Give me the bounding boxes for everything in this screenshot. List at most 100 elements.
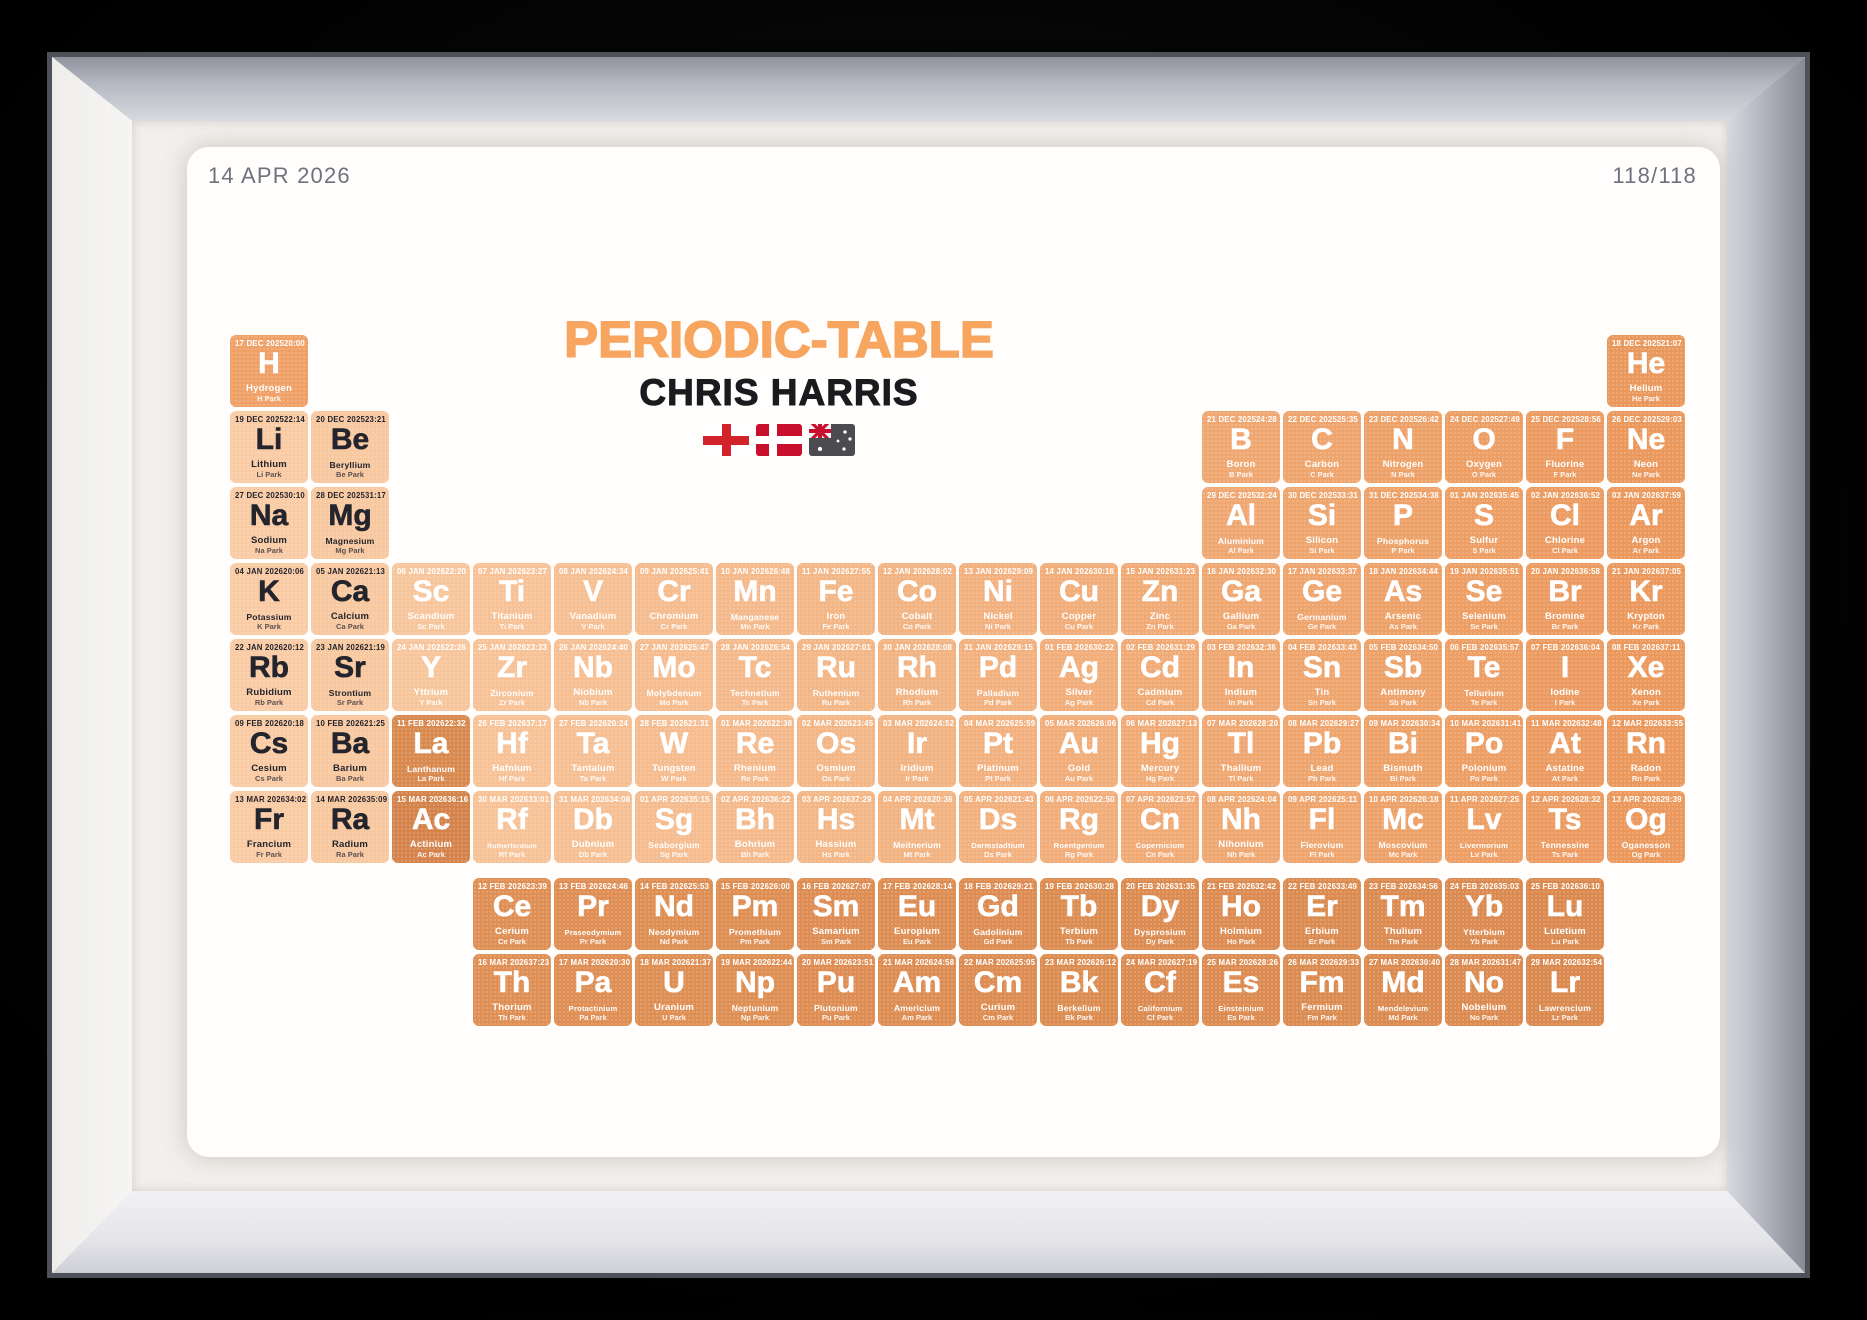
element-name: Hassium <box>815 839 857 850</box>
element-time: 27:19 <box>1176 958 1198 967</box>
element-datebar: 06 JAN 2026 22:20 <box>397 567 466 576</box>
element-symbol: Mt <box>899 803 935 836</box>
element-date: 20 DEC 2025 <box>316 415 366 424</box>
element-name: Titanium <box>491 611 533 622</box>
element-name: Europium <box>894 926 940 937</box>
element-time: 36:16 <box>447 795 469 804</box>
element-datebar: 16 MAR 2026 37:23 <box>478 958 549 967</box>
element-cell-nd: 14 FEB 2026 25:53 Nd Neodymium Nd Park <box>635 878 713 950</box>
element-cell-sm: 16 FEB 2026 27:07 Sm Samarium Sm Park <box>797 878 875 950</box>
element-symbol: H <box>258 347 280 380</box>
element-date: 16 JAN 2026 <box>1207 567 1256 576</box>
element-name: Silver <box>1065 687 1093 698</box>
element-datebar: 24 JAN 2026 22:26 <box>397 643 466 652</box>
element-cell-ts: 12 APR 2026 28:32 Ts Tennessine Ts Park <box>1526 791 1604 863</box>
element-name: Helium <box>1629 383 1663 394</box>
element-datebar: 07 APR 2026 23:57 <box>1126 795 1195 804</box>
element-symbol: Hf <box>496 727 528 760</box>
element-symbol: Al <box>1226 499 1257 532</box>
element-name: Copper <box>1061 611 1097 622</box>
element-cell-db: 31 MAR 2026 34:08 Db Dubnium Db Park <box>554 791 632 863</box>
element-park: Ir Park <box>905 774 929 783</box>
element-date: 13 APR 2026 <box>1612 795 1661 804</box>
element-symbol: Yb <box>1464 890 1504 923</box>
element-park: Ru Park <box>821 698 851 707</box>
element-date: 25 FEB 2026 <box>1531 882 1580 891</box>
element-time: 24:28 <box>1256 415 1277 424</box>
element-name: Tellurium <box>1464 688 1504 698</box>
element-symbol: Db <box>573 803 614 836</box>
element-cell-os: 02 MAR 2026 23:45 Os Osmium Os Park <box>797 715 875 787</box>
element-datebar: 11 MAR 2026 32:48 <box>1531 719 1602 728</box>
element-date: 21 JAN 2026 <box>1612 567 1661 576</box>
element-time: 36:52 <box>1579 491 1601 500</box>
poster-owner-name: CHRIS HARRIS <box>639 372 919 413</box>
element-symbol: Fe <box>818 575 854 608</box>
element-park: Po Park <box>1470 774 1498 783</box>
element-datebar: 19 JAN 2026 35:51 <box>1450 567 1519 576</box>
element-cell-te: 06 FEB 2026 35:57 Te Tellurium Te Park <box>1445 639 1523 711</box>
element-name: Zirconium <box>490 688 534 698</box>
element-time: 26:00 <box>769 882 791 891</box>
element-datebar: 11 APR 2026 27:25 <box>1450 795 1519 804</box>
element-time: 29:39 <box>1660 795 1682 804</box>
element-time: 21:25 <box>364 719 386 728</box>
element-date: 30 MAR 2026 <box>478 795 529 804</box>
element-cell-ni: 13 JAN 2026 29:09 Ni Nickel Ni Park <box>959 563 1037 635</box>
element-date: 31 MAR 2026 <box>559 795 610 804</box>
element-park: Pr Park <box>579 937 607 946</box>
element-cell-fl: 09 APR 2026 25:11 Fl Flerovium Fl Park <box>1283 791 1361 863</box>
element-date: 10 APR 2026 <box>1369 795 1418 804</box>
element-cell-ru: 29 JAN 2026 27:01 Ru Ruthenium Ru Park <box>797 639 875 711</box>
element-date: 17 JAN 2026 <box>1288 567 1337 576</box>
element-datebar: 27 JAN 2026 25:47 <box>640 643 710 652</box>
element-time: 32:24 <box>1256 491 1277 500</box>
element-cell-se: 19 JAN 2026 35:51 Se Selenium Se Park <box>1445 563 1523 635</box>
element-name: Cobalt <box>901 611 933 622</box>
element-datebar: 09 FEB 2026 20:18 <box>235 719 304 728</box>
element-time: 37:05 <box>1660 567 1682 576</box>
element-time: 22:44 <box>771 958 793 967</box>
element-date: 18 JAN 2026 <box>1369 567 1418 576</box>
element-date: 23 MAR 2026 <box>1045 958 1096 967</box>
element-datebar: 23 FEB 2026 34:56 <box>1369 882 1438 891</box>
element-time: 33:37 <box>1336 567 1358 576</box>
element-time: 25:53 <box>688 882 710 891</box>
element-cell-nh: 08 APR 2026 24:04 Nh Nihonium Nh Park <box>1202 791 1280 863</box>
element-symbol: Th <box>493 966 531 999</box>
element-cell-pa: 17 MAR 2026 20:30 Pa Protactinium Pa Park <box>554 954 632 1026</box>
element-time: 25:47 <box>688 643 710 652</box>
element-name: Neptunium <box>731 1003 779 1013</box>
element-name: Antimony <box>1380 687 1426 698</box>
element-park: Ca Park <box>336 622 364 631</box>
element-name: Oxygen <box>1465 459 1503 470</box>
element-symbol: Er <box>1306 890 1338 923</box>
element-datebar: 20 FEB 2026 31:35 <box>1126 882 1195 891</box>
element-symbol: O <box>1472 423 1496 456</box>
element-datebar: 26 DEC 2025 29:03 <box>1612 415 1682 424</box>
element-date: 26 FEB 2026 <box>478 719 527 728</box>
element-symbol: Ta <box>576 727 610 760</box>
element-time: 33:01 <box>528 795 550 804</box>
element-time: 35:45 <box>1498 491 1520 500</box>
element-park: Re Park <box>741 774 769 783</box>
element-name: Beryllium <box>329 460 371 470</box>
element-park: Ta Park <box>579 774 607 783</box>
element-park: No Park <box>1469 1013 1499 1022</box>
element-datebar: 24 MAR 2026 27:19 <box>1126 958 1198 967</box>
element-name: Hydrogen <box>246 383 292 394</box>
element-cell-o: 24 DEC 2025 27:49 O Oxygen O Park <box>1445 411 1523 483</box>
element-datebar: 14 MAR 2026 35:09 <box>316 795 387 804</box>
element-park: W Park <box>661 774 687 783</box>
element-time: 30:28 <box>1093 882 1115 891</box>
element-park: Nb Park <box>578 698 608 707</box>
element-cell-nb: 26 JAN 2026 24:40 Nb Niobium Nb Park <box>554 639 632 711</box>
element-datebar: 03 APR 2026 37:29 <box>802 795 871 804</box>
element-datebar: 31 JAN 2026 29:15 <box>964 643 1033 652</box>
element-time: 31:47 <box>1500 958 1522 967</box>
element-date: 12 FEB 2026 <box>478 882 527 891</box>
element-park: Cl Park <box>1552 546 1578 555</box>
element-cell-zn: 15 JAN 2026 31:23 Zn Zinc Zn Park <box>1121 563 1199 635</box>
element-symbol: Ca <box>330 575 370 608</box>
element-datebar: 07 MAR 2026 28:20 <box>1207 719 1278 728</box>
